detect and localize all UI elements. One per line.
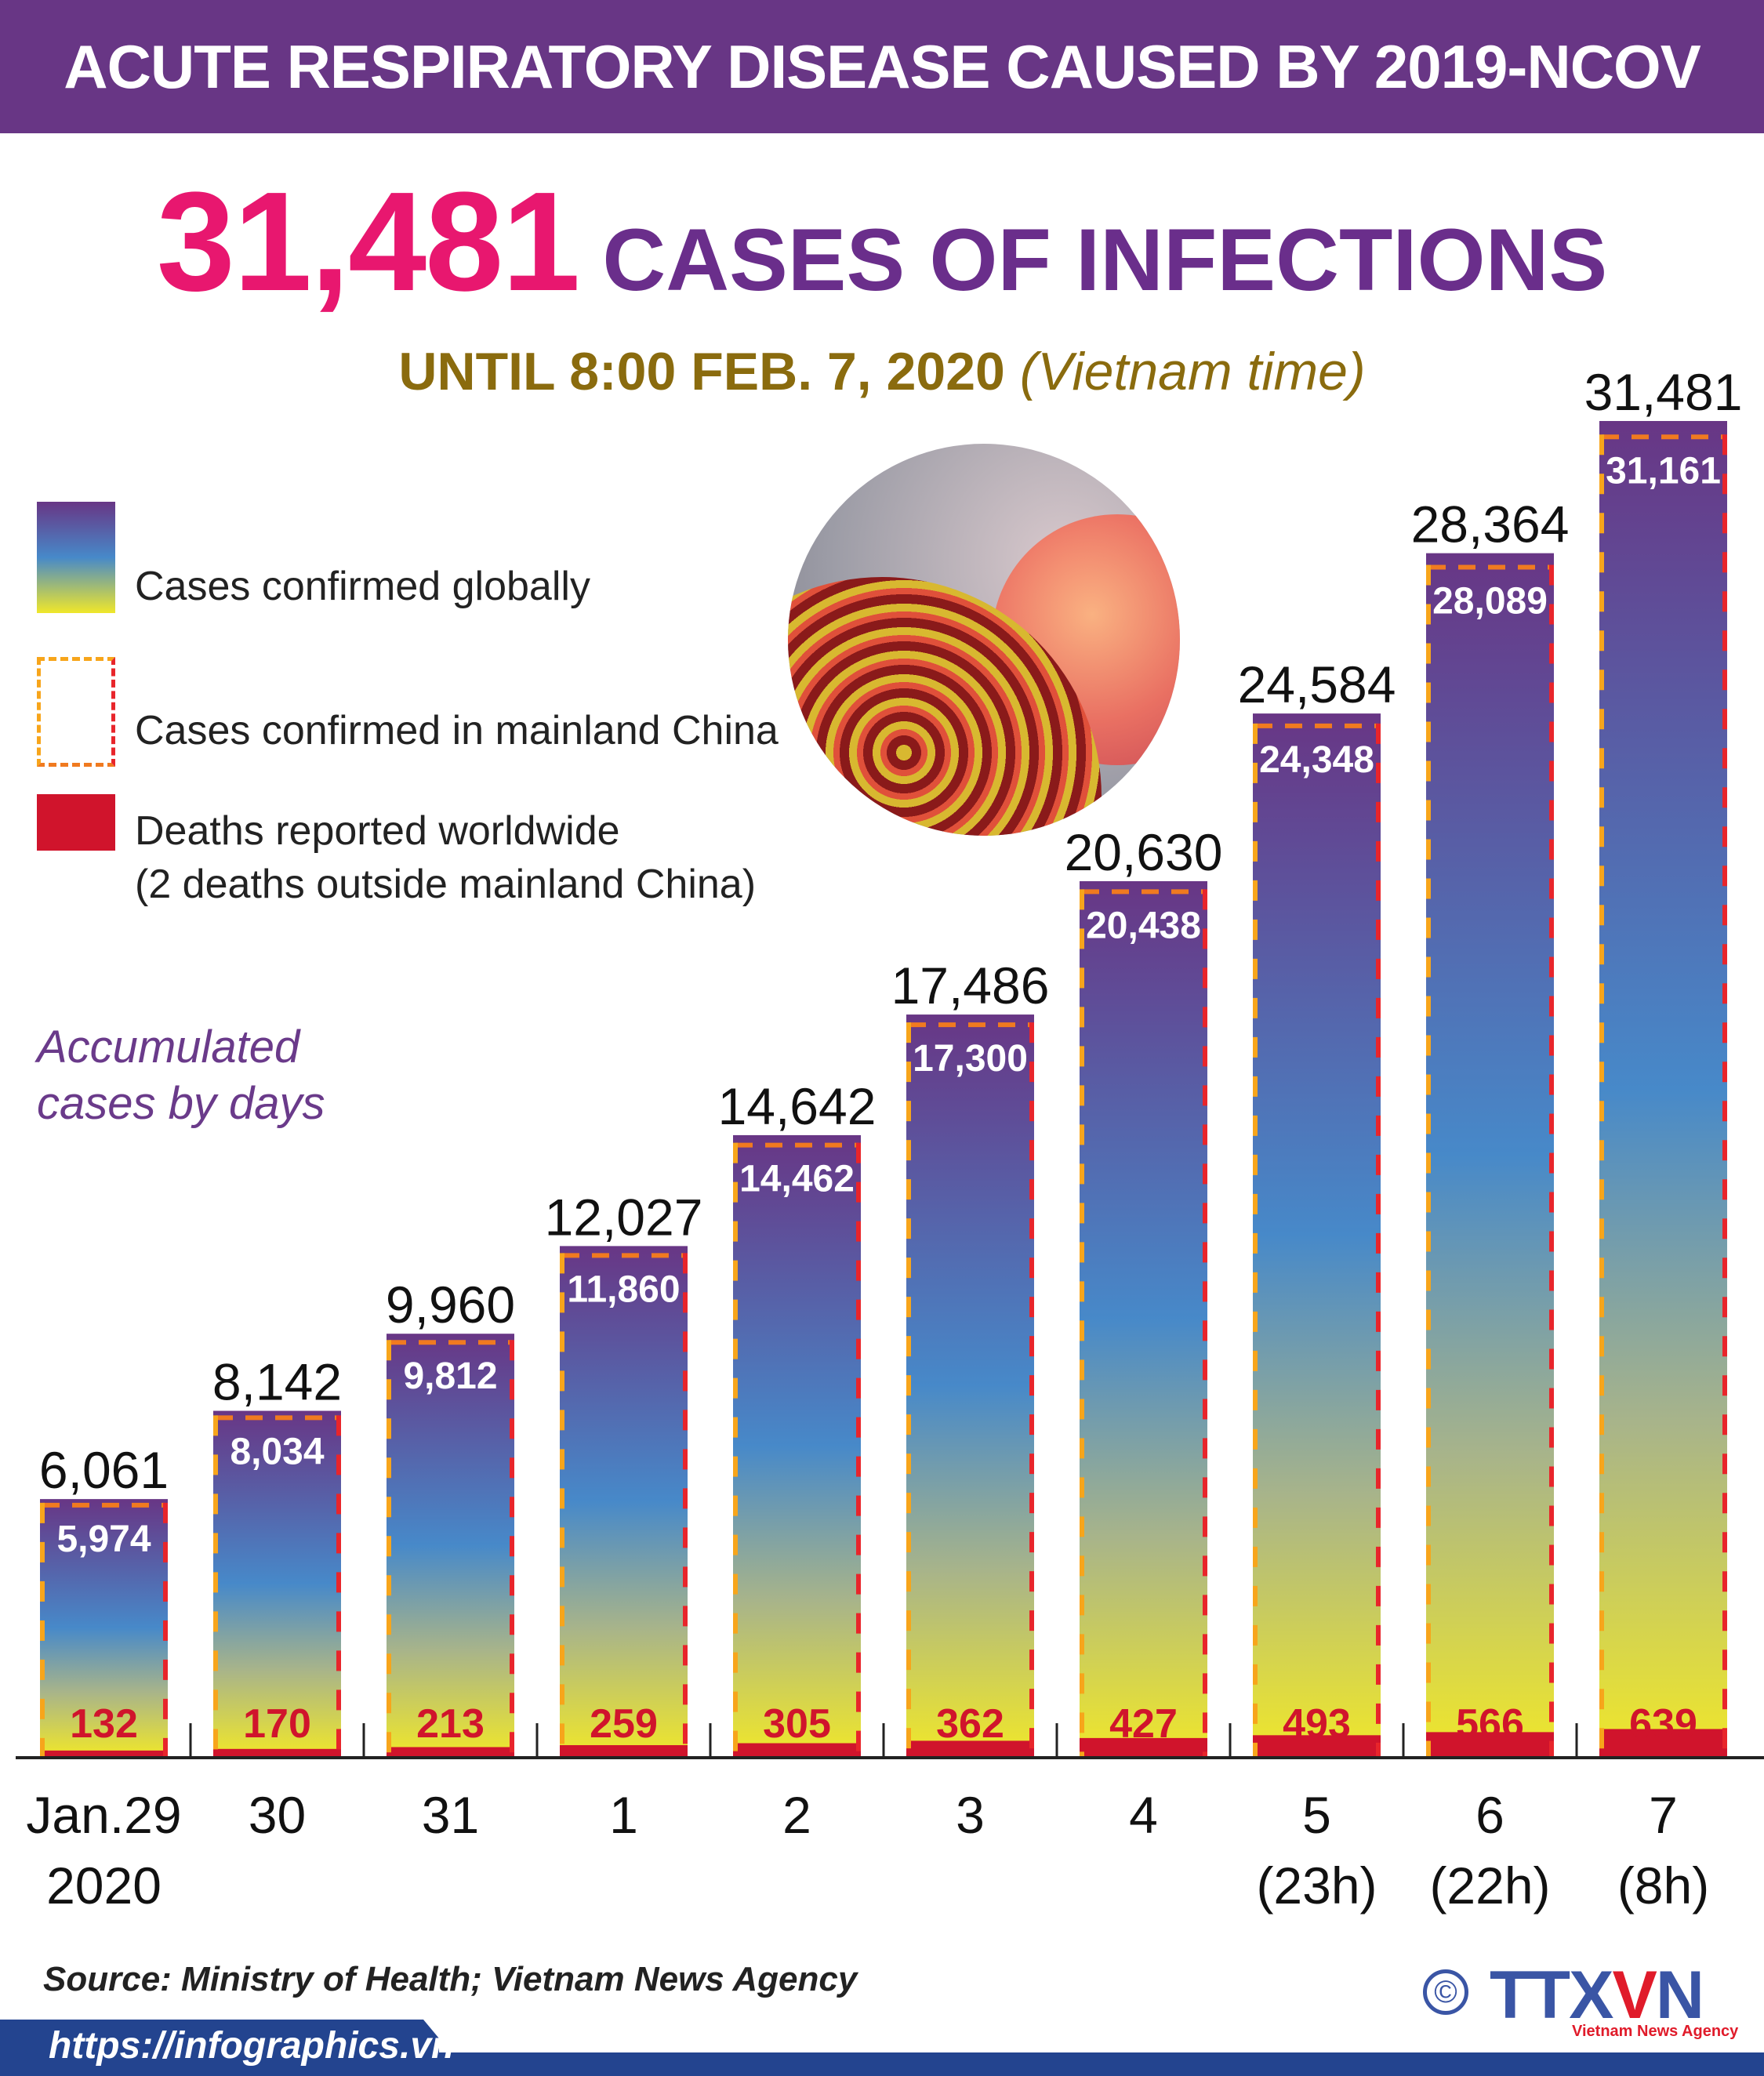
label-china: 8,034 [230, 1431, 324, 1472]
subtitle: UNTIL 8:00 FEB. 7, 2020 (Vietnam time) [0, 341, 1764, 402]
label-global: 8,142 [212, 1353, 342, 1411]
legend-label-global: Cases confirmed globally [135, 564, 590, 609]
label-china: 31,161 [1606, 450, 1721, 492]
x-tick-label: (8h) [1617, 1856, 1709, 1914]
bar-global [387, 1334, 514, 1756]
label-global: 20,630 [1065, 823, 1223, 881]
bar-global [1599, 421, 1727, 1756]
total-cases-number: 31,481 [156, 163, 581, 321]
bar-deaths [733, 1743, 861, 1756]
bar-deaths [1080, 1737, 1207, 1756]
label-deaths: 362 [936, 1701, 1004, 1747]
legend-swatch-global [37, 502, 115, 613]
legend-label-deaths-note: (2 deaths outside mainland China) [135, 862, 757, 907]
subtitle-date: UNTIL 8:00 FEB. 7, 2020 [398, 342, 1005, 401]
label-china: 28,089 [1432, 580, 1548, 622]
label-china: 17,300 [913, 1038, 1028, 1080]
x-tick-label: 2020 [46, 1856, 162, 1914]
label-deaths: 305 [763, 1701, 831, 1747]
bar-deaths [387, 1747, 514, 1756]
label-global: 9,960 [386, 1276, 515, 1334]
headline-text: CASES OF INFECTIONS [602, 211, 1608, 309]
label-deaths: 566 [1456, 1701, 1524, 1747]
label-deaths: 493 [1283, 1701, 1351, 1747]
label-china: 24,348 [1259, 739, 1374, 781]
legend-label-china: Cases confirmed in mainland China [135, 708, 779, 753]
copyright-icon: © [1423, 1969, 1468, 2015]
headline: 31,481 CASES OF INFECTIONS [0, 161, 1764, 323]
label-global: 24,584 [1238, 655, 1396, 713]
bar-global [40, 1499, 168, 1756]
annotation-line2: cases by days [37, 1078, 325, 1129]
label-china: 9,812 [403, 1356, 497, 1397]
bar-deaths [1599, 1729, 1727, 1756]
label-deaths: 427 [1109, 1701, 1178, 1747]
label-global: 28,364 [1411, 495, 1570, 553]
label-deaths: 213 [416, 1701, 485, 1747]
bar-deaths [213, 1748, 341, 1756]
legend-swatch-deaths [37, 794, 115, 851]
label-deaths: 170 [243, 1701, 311, 1747]
label-deaths: 259 [590, 1701, 658, 1747]
x-tick-label: 30 [249, 1786, 306, 1844]
label-deaths: 132 [70, 1701, 138, 1747]
label-global: 6,061 [39, 1441, 169, 1499]
legend-label-deaths: Deaths reported worldwide [135, 808, 620, 854]
header-title: ACUTE RESPIRATORY DISEASE CAUSED BY 2019… [0, 0, 1764, 133]
x-tick-label: 31 [422, 1786, 479, 1844]
x-tick-label: 4 [1129, 1786, 1158, 1844]
x-tick-label: Jan.29 [26, 1786, 181, 1844]
bar-global [560, 1246, 688, 1756]
subtitle-note: (Vietnam time) [1019, 342, 1366, 401]
bar-deaths [1253, 1735, 1381, 1756]
label-china: 5,974 [56, 1519, 151, 1560]
website-link[interactable]: https://infographics.vn [49, 2025, 455, 2067]
annotation-line1: Accumulated [37, 1022, 300, 1072]
bar-global [1080, 880, 1207, 1756]
bar-global [906, 1014, 1034, 1756]
x-tick-label: 6 [1475, 1786, 1504, 1844]
label-china: 20,438 [1086, 905, 1201, 946]
x-tick-label: 3 [956, 1786, 985, 1844]
label-china: 14,462 [739, 1159, 855, 1200]
x-tick-label: (23h) [1256, 1856, 1377, 1914]
x-tick-label: 7 [1649, 1786, 1678, 1844]
label-deaths: 639 [1629, 1701, 1697, 1747]
x-tick-label: (22h) [1429, 1856, 1550, 1914]
label-global: 17,486 [891, 956, 1050, 1014]
bar-global [1426, 553, 1554, 1756]
x-tick-label: 1 [609, 1786, 638, 1844]
logo-subtitle: Vietnam News Agency [1572, 2023, 1739, 2040]
source-text: Source: Ministry of Health; Vietnam News… [43, 1960, 858, 1998]
x-tick-label: 2 [782, 1786, 811, 1844]
label-global: 31,481 [1584, 363, 1743, 421]
bar-deaths [560, 1744, 688, 1756]
bar-global [1253, 713, 1381, 1756]
virus-image [788, 444, 1180, 836]
bar-global [213, 1410, 341, 1756]
ttxvn-logo: TTXVN [1490, 1958, 1704, 2033]
bar-deaths [40, 1750, 168, 1756]
x-tick-label: 5 [1302, 1786, 1331, 1844]
annotation: Accumulated cases by days [37, 1019, 325, 1132]
bar-global [733, 1134, 861, 1756]
bar-deaths [1426, 1732, 1554, 1756]
legend-swatch-china [37, 657, 115, 767]
label-china: 11,860 [567, 1268, 680, 1310]
bar-deaths [906, 1740, 1034, 1756]
label-global: 14,642 [718, 1077, 877, 1135]
label-global: 12,027 [545, 1188, 703, 1246]
bottom-band [0, 2052, 1764, 2076]
